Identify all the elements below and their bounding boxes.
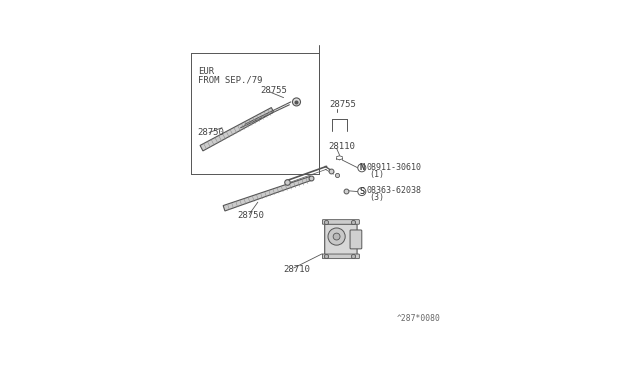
Text: N: N [359,163,364,172]
Text: 28110: 28110 [328,142,355,151]
Text: 28755: 28755 [330,100,356,109]
Polygon shape [223,176,312,211]
FancyBboxPatch shape [323,219,360,224]
Text: (3): (3) [369,193,385,202]
Text: 28710: 28710 [284,265,310,274]
Text: S: S [359,187,364,196]
Circle shape [292,98,301,106]
FancyBboxPatch shape [324,224,357,255]
Text: 08363-62038: 08363-62038 [367,186,422,195]
Polygon shape [200,108,274,151]
Text: FROM SEP./79: FROM SEP./79 [198,76,262,85]
Text: 08911-30610: 08911-30610 [367,163,422,172]
Text: 28750: 28750 [238,211,265,219]
Text: 28755: 28755 [260,86,287,95]
Text: N: N [359,163,364,172]
FancyBboxPatch shape [350,230,362,249]
Text: 28750: 28750 [198,128,225,137]
Text: ^287*0080: ^287*0080 [397,314,440,323]
FancyBboxPatch shape [323,254,360,259]
Circle shape [333,233,340,240]
Circle shape [358,164,366,172]
Text: EUR: EUR [198,67,214,76]
Circle shape [358,187,366,196]
Circle shape [328,228,345,245]
Text: S: S [359,187,364,196]
Text: (1): (1) [369,170,385,179]
